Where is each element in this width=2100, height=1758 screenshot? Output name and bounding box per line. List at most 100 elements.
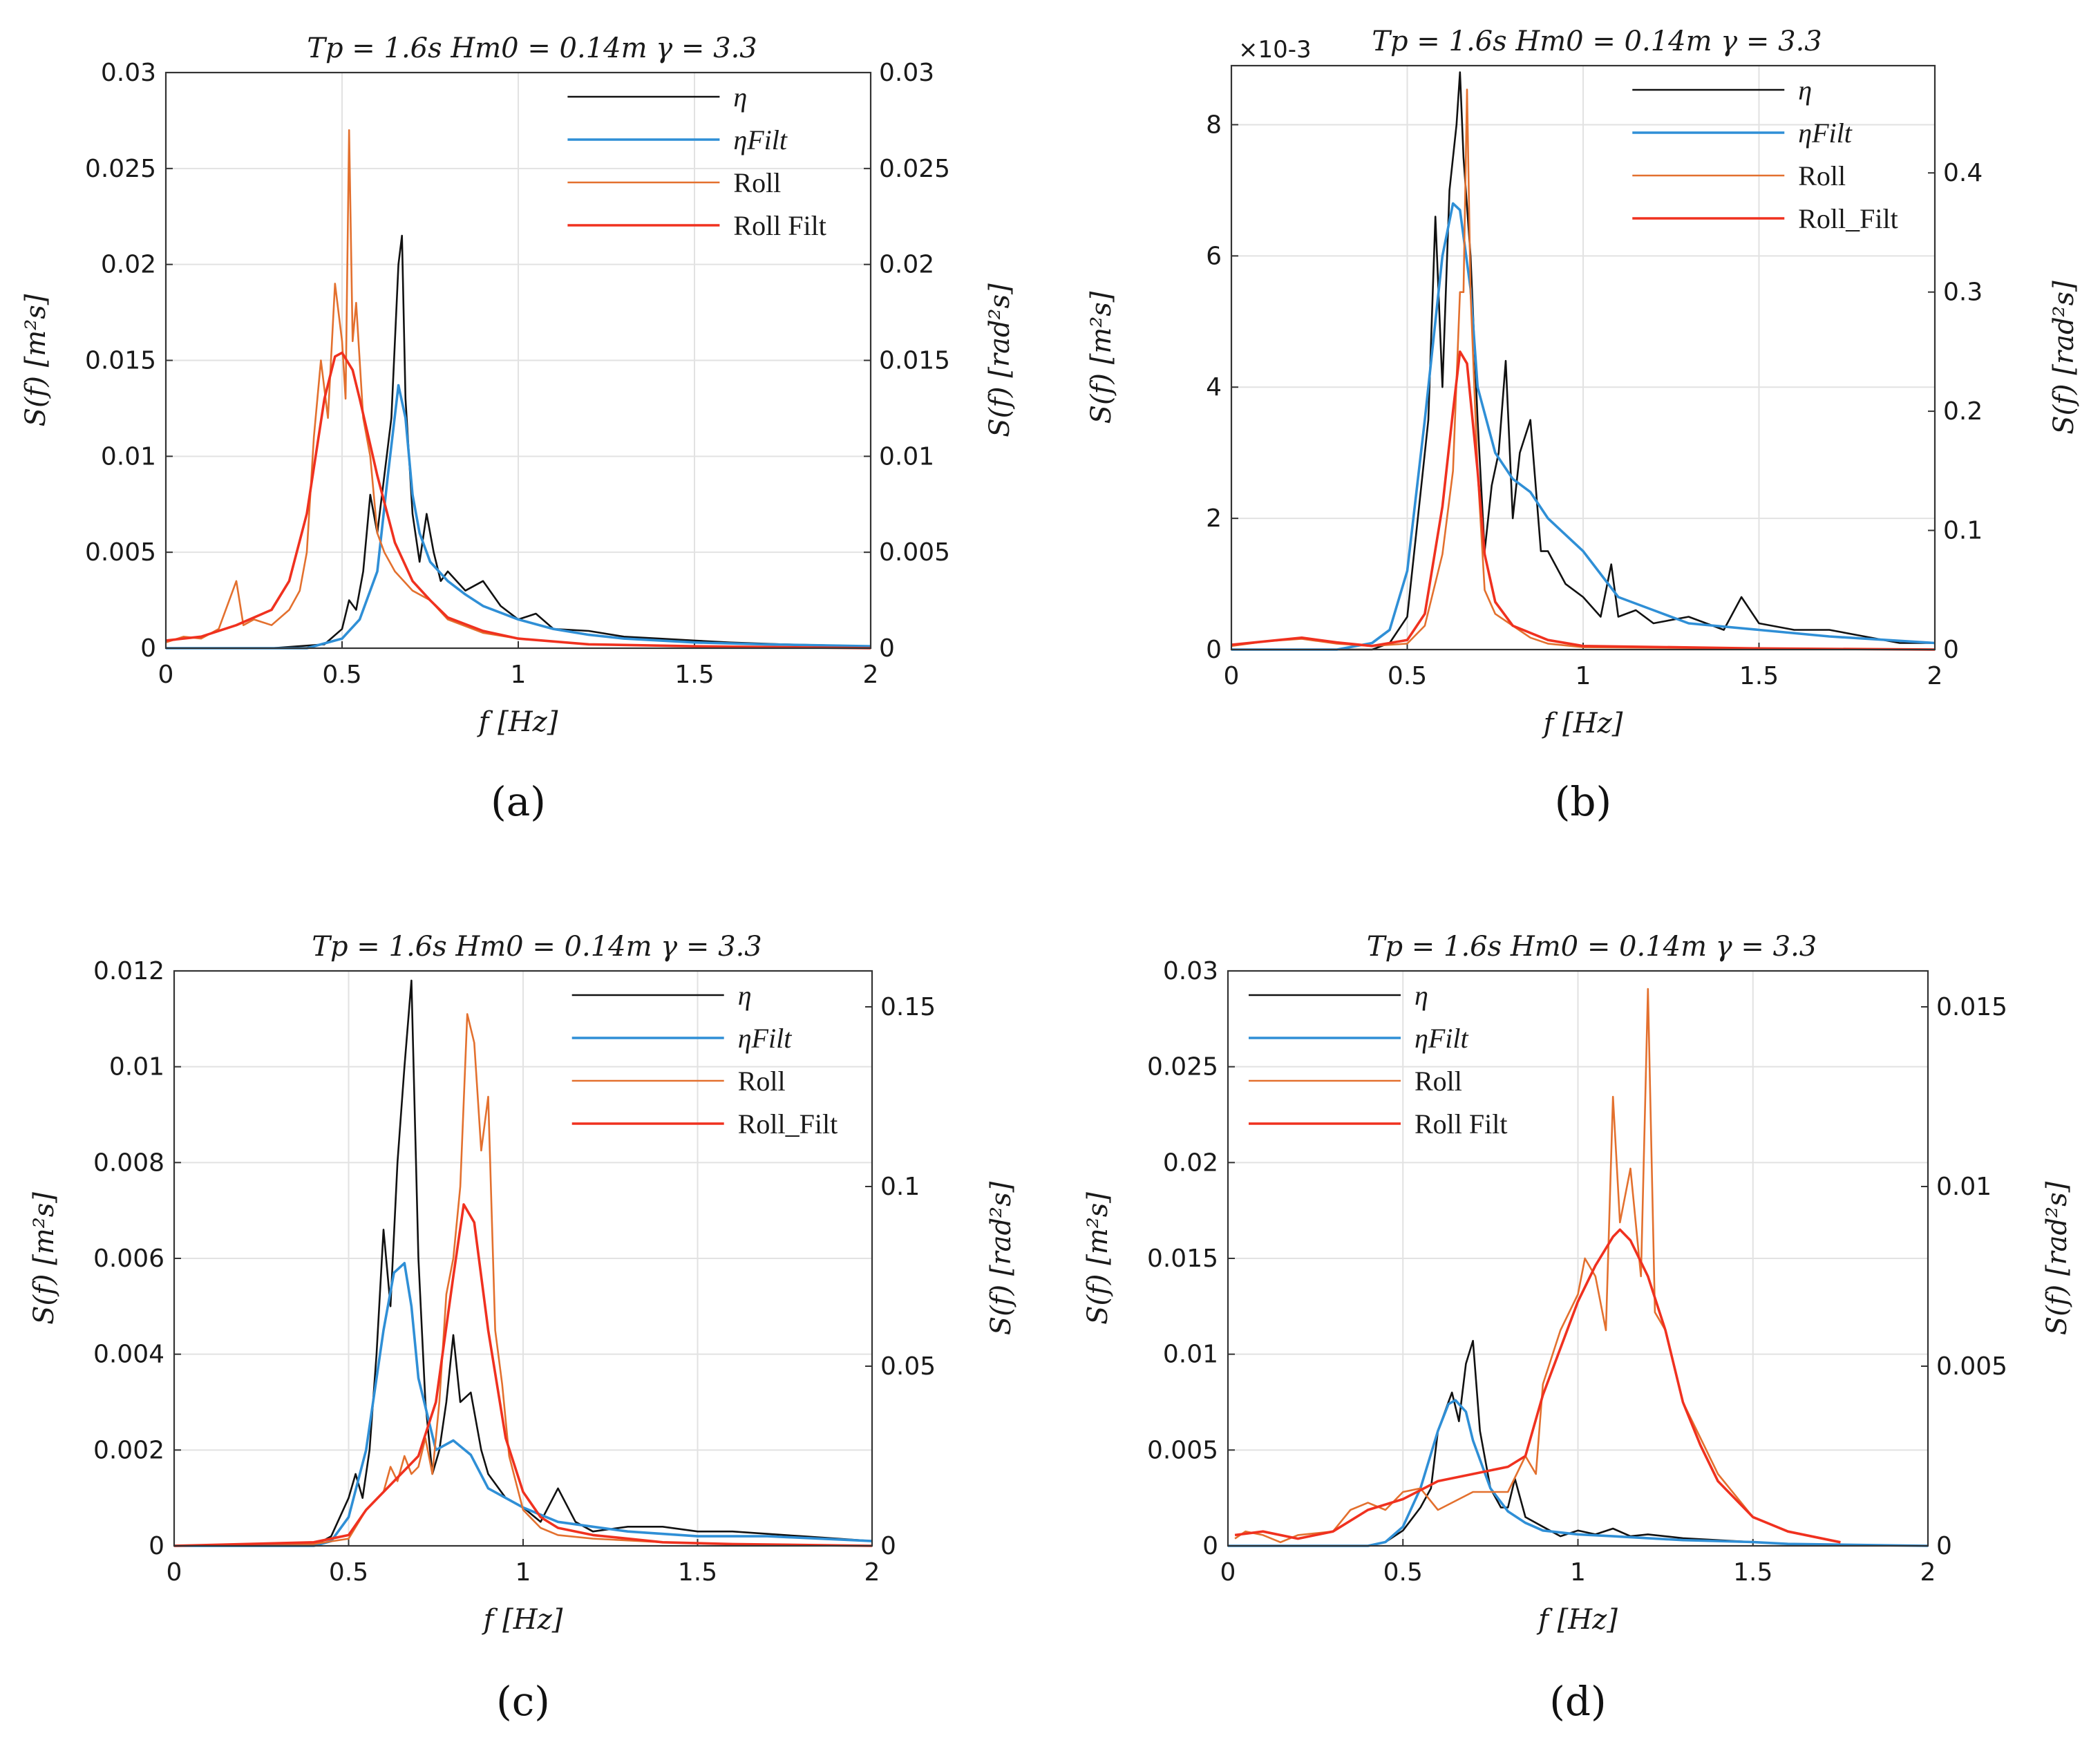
y-tick-label-right: 0.1 [1943,517,1983,545]
y-tick-label-left: 0.03 [1163,957,1218,985]
y-tick-label-left: 0.03 [101,59,156,87]
plot-frame [164,71,872,650]
legend-label: Roll [1798,160,1846,191]
y-tick-label-left: 0.01 [1163,1341,1218,1369]
legend-label: η [738,980,752,1011]
y-axis-label-left: S(f) [m²s] [20,294,52,426]
y-tick-label-right: 0.2 [1943,397,1983,426]
legend-label: Roll_Filt [1798,203,1898,234]
series-line-eta-filt [1228,1399,1929,1547]
y-tick-label-left: 0 [149,1532,164,1560]
y-tick-label-left: 0.01 [109,1053,164,1081]
panel-label: (a) [491,778,546,825]
x-tick-label: 1 [515,1558,531,1587]
series-line-eta [1231,71,1935,651]
y-tick-label-left: 0.015 [1147,1245,1218,1273]
x-axis-label: f [Hz] [477,706,558,738]
y-tick-label-left: 0.01 [101,442,156,471]
series-line-eta [166,234,871,650]
y-tick-label-left: 0.012 [93,957,164,985]
x-tick-label: 0 [158,661,174,689]
legend-label: ηFilt [1415,1023,1469,1054]
legend-label: η [1415,980,1428,1011]
plot-frame [173,970,873,1547]
y-tick-label-right: 0.3 [1943,278,1983,307]
y-exponent-label: ×10-3 [1238,36,1312,64]
chart-title: Tp = 1.6s Hm0 = 0.14m γ = 3.3 [1367,931,1817,963]
x-axis-label: f [Hz] [1542,708,1623,739]
y-tick-label-right: 0 [1943,636,1959,664]
y-axis-label-right: S(f) [rad²s] [2041,1181,2073,1335]
y-tick-label-right: 0.015 [1936,993,2007,1021]
panel-label: (d) [1549,1678,1606,1725]
x-tick-label: 0 [1224,662,1240,690]
chart-title: Tp = 1.6s Hm0 = 0.14m γ = 3.3 [312,931,762,963]
y-tick-label-left: 0 [140,634,156,663]
legend-label: ηFilt [733,124,788,155]
legend-label: η [733,82,747,113]
y-tick-label-right: 0.015 [879,347,950,375]
y-axis-label-right: S(f) [rad²s] [985,1181,1017,1335]
y-tick-label-right: 0.02 [879,251,934,279]
x-tick-label: 2 [1927,662,1943,690]
x-tick-label: 1 [1576,662,1591,690]
y-tick-label-left: 0.004 [93,1341,164,1369]
y-tick-label-left: 2 [1206,504,1222,533]
x-tick-label: 2 [863,661,879,689]
y-tick-label-right: 0.01 [879,442,934,471]
x-tick-label: 1.5 [1733,1558,1772,1587]
y-tick-label-left: 0.002 [93,1436,164,1464]
x-tick-label: 0.5 [1388,662,1427,690]
y-tick-label-left: 6 [1206,242,1222,270]
x-tick-label: 2 [864,1558,880,1587]
legend-label: Roll [733,167,781,198]
x-tick-label: 1 [511,661,527,689]
y-tick-label-right: 0.01 [1936,1173,1992,1201]
y-tick-label-left: 4 [1206,373,1222,401]
chart-title: Tp = 1.6s Hm0 = 0.14m γ = 3.3 [307,32,757,64]
x-axis-label: f [Hz] [482,1604,563,1636]
x-tick-label: 1.5 [678,1558,717,1587]
series-line-eta-filt [174,1262,873,1547]
series-line-roll-filt [173,1203,873,1547]
x-tick-label: 0 [1220,1558,1236,1587]
legend-label: Roll_Filt [738,1108,838,1140]
y-tick-label-right: 0 [880,1532,896,1560]
series-line-eta-filt [1231,202,1936,651]
x-tick-label: 1.5 [1739,662,1779,690]
series-line-eta-filt [166,384,871,650]
y-tick-label-right: 0.4 [1943,159,1983,187]
x-tick-label: 2 [1920,1558,1936,1587]
panel-label: (c) [496,1678,550,1725]
y-axis-label-left: S(f) [m²s] [1082,1192,1114,1325]
legend-label: ηFilt [738,1023,793,1054]
chart-panel-d: 0 0.5 1 1.5 200.0050.010.0150.020.0250.0300.… [1082,931,2073,1725]
y-tick-label-right: 0 [879,634,895,663]
x-tick-label: 0.5 [322,661,361,689]
x-tick-label: 0 [167,1558,182,1587]
y-tick-label-left: 0.008 [93,1149,164,1177]
y-tick-label-left: 0.005 [1147,1436,1218,1464]
x-tick-label: 0.5 [329,1558,368,1587]
y-axis-label-right: S(f) [rad²s] [2048,281,2080,435]
y-tick-label-left: 0.02 [1163,1149,1218,1177]
y-tick-label-right: 0.15 [880,993,936,1021]
legend-label: η [1798,75,1812,106]
y-tick-label-left: 8 [1206,111,1222,139]
series-line-eta [174,979,873,1547]
y-tick-label-right: 0.005 [879,538,950,567]
legend-label: Roll Filt [733,210,826,241]
x-tick-label: 1.5 [674,661,714,689]
y-axis-label-left: S(f) [m²s] [1086,291,1117,424]
x-tick-label: 0.5 [1383,1558,1423,1587]
y-tick-label-right: 0 [1936,1532,1952,1560]
x-axis-label: f [Hz] [1536,1604,1618,1636]
panel-label: (b) [1555,778,1611,825]
y-tick-label-left: 0.015 [85,347,156,375]
plot-frame [1230,64,1936,651]
y-axis-label-left: S(f) [m²s] [28,1192,60,1325]
y-tick-label-left: 0.025 [1147,1053,1218,1081]
chart-panel-a: 0 0.5 1 1.5 200.0050.010.0150.020.0250.0300.… [20,32,1016,825]
